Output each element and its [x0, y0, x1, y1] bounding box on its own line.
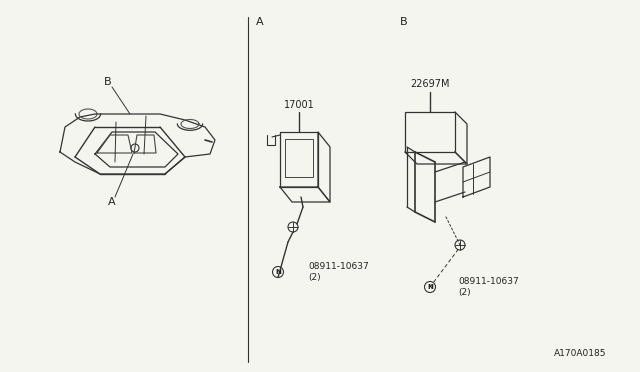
- Text: 22697M: 22697M: [410, 79, 450, 89]
- Text: A: A: [256, 17, 264, 27]
- Text: 17001: 17001: [284, 100, 314, 110]
- Text: N: N: [275, 269, 281, 275]
- Text: A170A0185: A170A0185: [554, 350, 606, 359]
- Text: 08911-10637
(2): 08911-10637 (2): [458, 277, 519, 297]
- Text: B: B: [400, 17, 408, 27]
- Text: B: B: [104, 77, 112, 87]
- Text: N: N: [427, 284, 433, 290]
- Text: A: A: [108, 197, 116, 207]
- Text: 08911-10637
(2): 08911-10637 (2): [308, 262, 369, 282]
